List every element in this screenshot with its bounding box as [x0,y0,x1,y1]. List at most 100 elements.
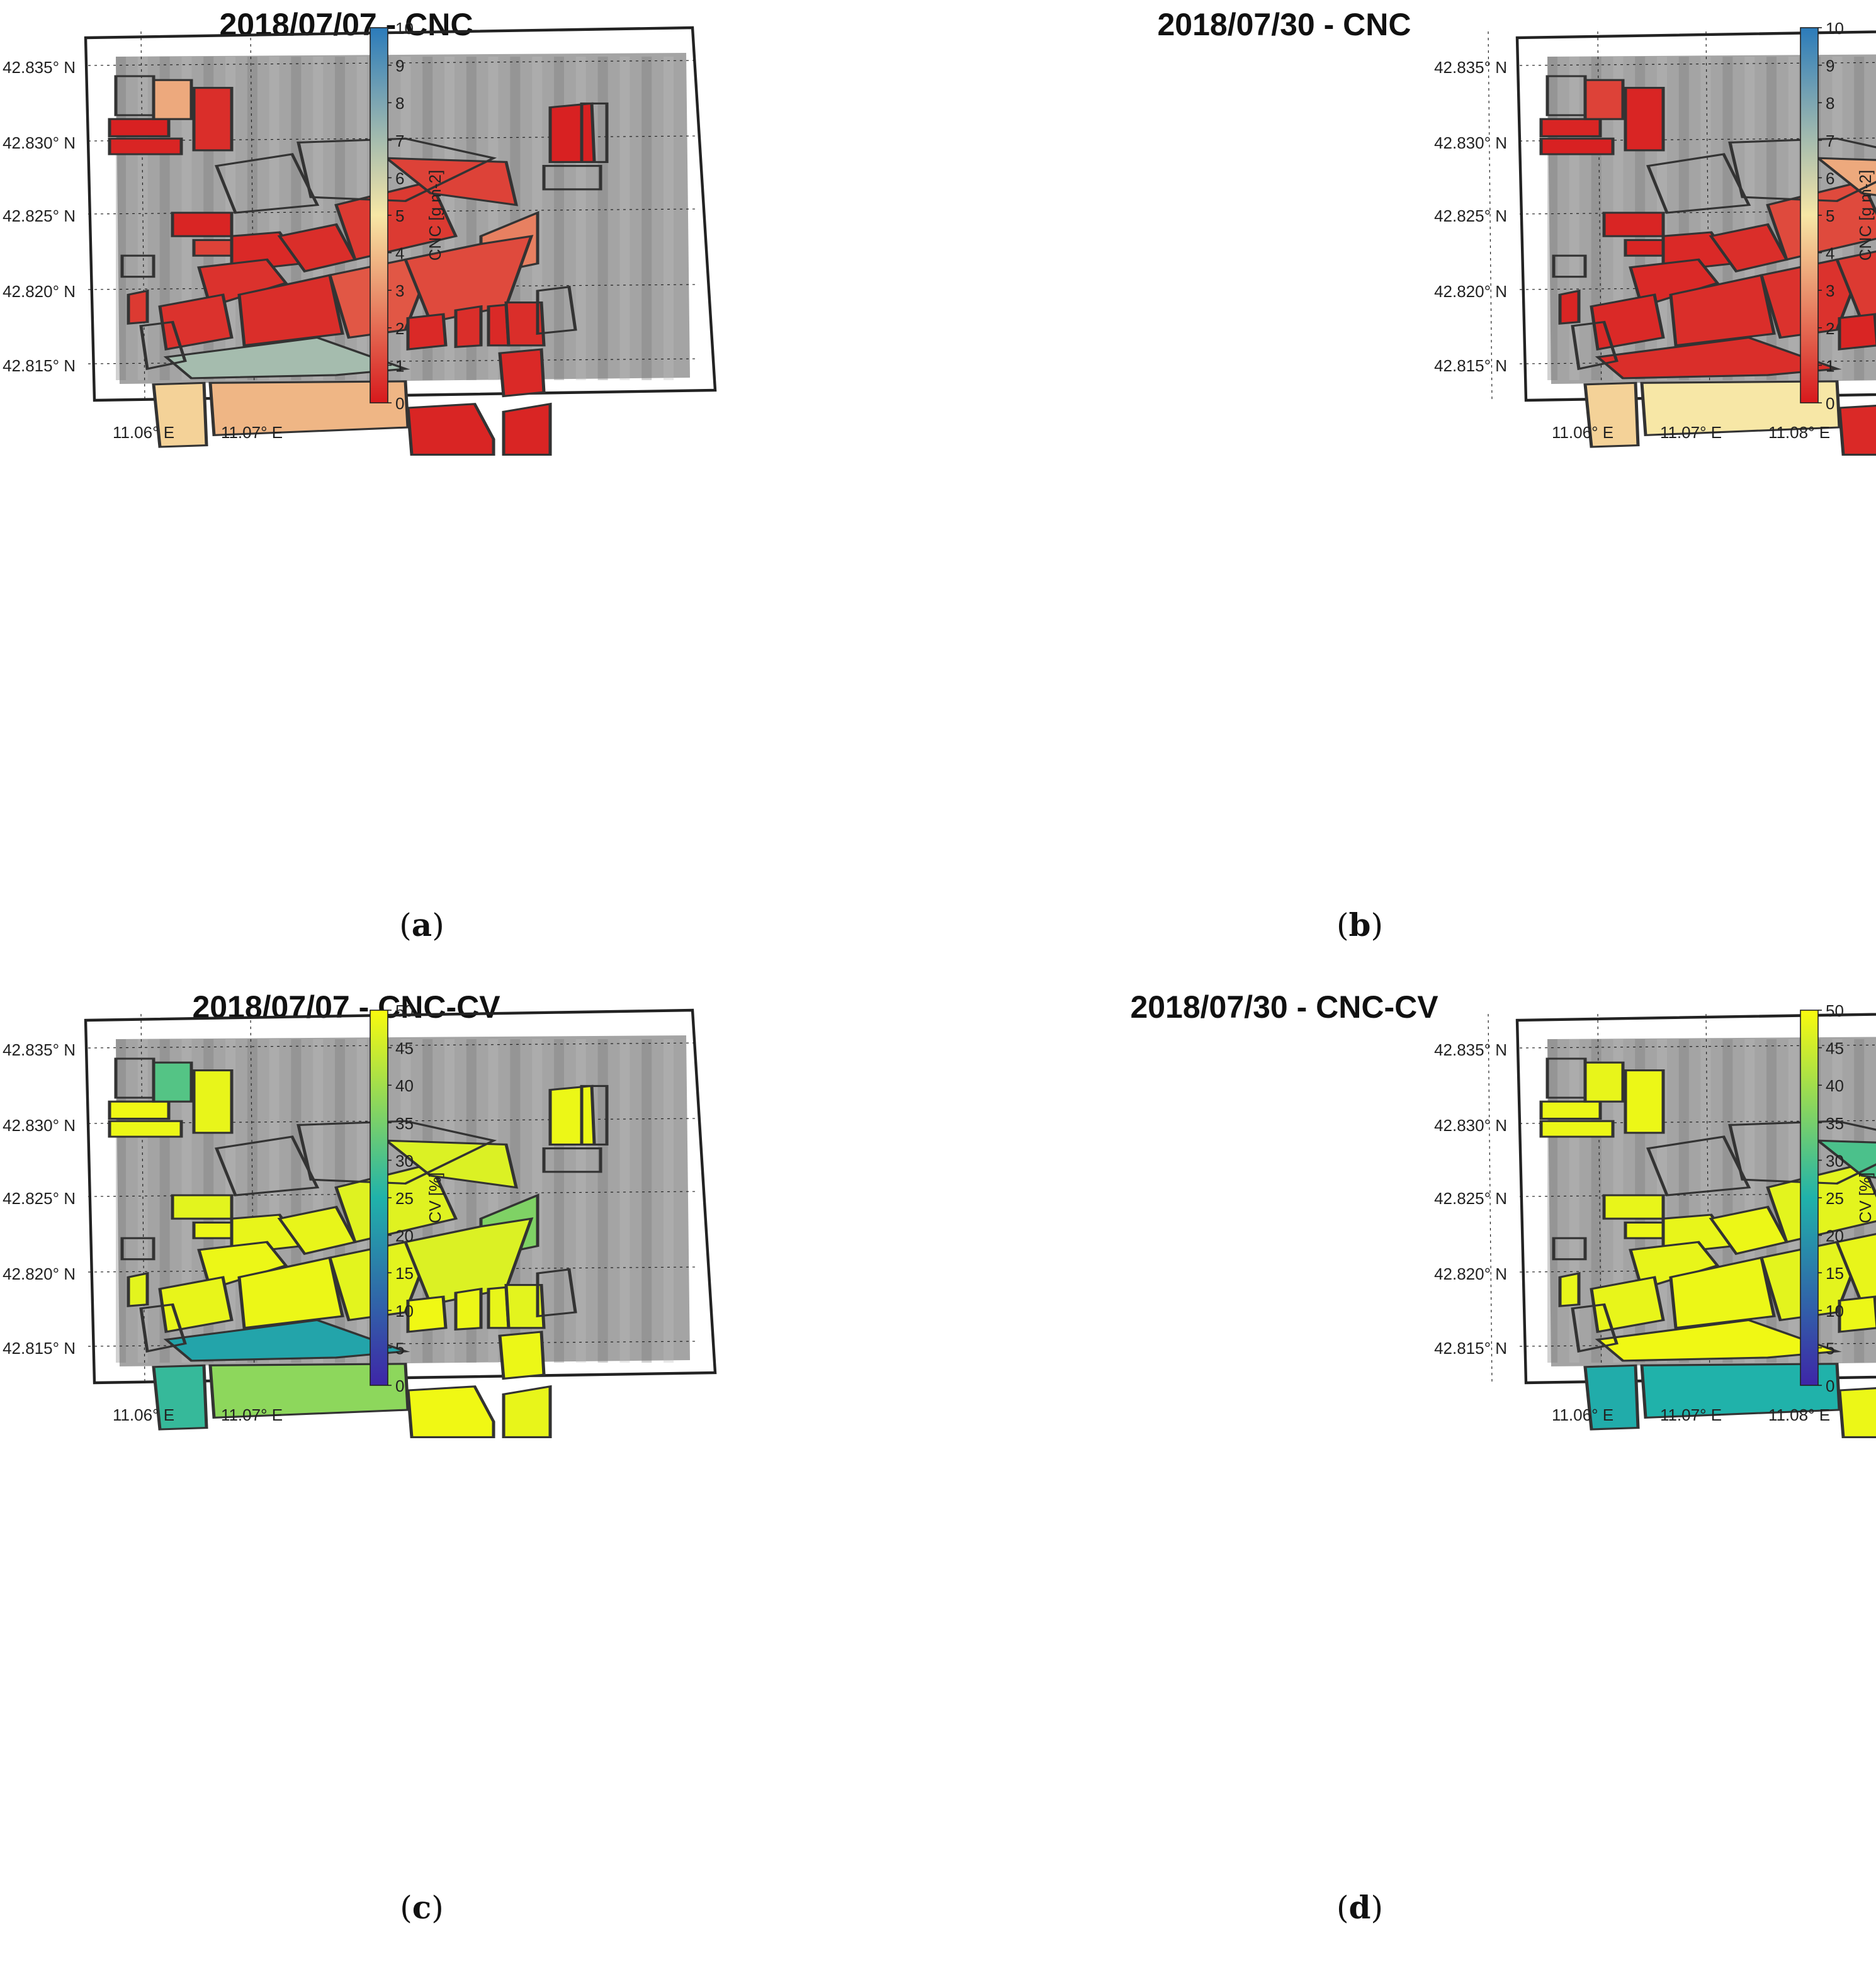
field-outline [214,1135,320,1196]
colorbar-tick-label: 10 [395,1302,414,1320]
field-outline [1571,1303,1619,1353]
field-parcel [152,79,193,120]
colorbar [1800,1010,1819,1386]
latitude-gridline [1519,62,1876,66]
longitude-label: 11.07° E [221,423,283,442]
colorbar-tick-label: 50 [395,1001,414,1020]
colorbar-tick-label: 10 [1826,1302,1844,1320]
longitude-label: 11.08° E [1768,1405,1830,1424]
latitude-label: 42.835° N [3,58,76,77]
field-parcel [171,211,234,237]
field-parcel [504,1284,546,1329]
field-outline [114,75,155,116]
field-parcel [108,137,183,155]
field-outline [139,1303,187,1353]
field-outline [580,102,609,163]
colorbar-tick-label: 6 [1826,169,1834,188]
colorbar-tick-label: 45 [395,1039,414,1058]
colorbar-label: CNC [g m-2] [426,170,444,261]
field-parcel [152,381,208,448]
colorbar-tick-label: 9 [395,57,404,76]
field-parcel [498,1331,546,1380]
colorbar-tick-label: 20 [395,1227,414,1246]
field-outline [580,1084,609,1146]
latitude-gridline [88,1266,699,1273]
latitude-gridline [88,1118,699,1124]
colorbar-label: CV [%] [426,1173,444,1224]
field-parcel [498,348,546,398]
field-outline [1552,254,1587,278]
colorbar-tick-label: 3 [395,281,404,300]
panel-caption: (b) [1336,906,1383,943]
field-parcel [1583,381,1640,448]
latitude-label: 42.830° N [1434,1116,1507,1135]
colorbar-tick-label: 8 [395,94,404,113]
field-parcel [334,1163,458,1244]
imagery-texture [664,1039,674,1363]
map-frame [1515,1013,1876,1385]
colorbar-tick-label: 50 [1826,1001,1844,1020]
imagery-texture [619,1039,630,1363]
field-parcel [108,118,171,138]
field-parcel [1814,1139,1876,1179]
latitude-gridline [1519,286,1876,290]
panel-caption: (d) [1336,1889,1383,1926]
map-svg: 42.835° N 42.830° N 42.825° N 42.820° N 42.8… [1434,19,1876,456]
field-parcel [334,180,458,261]
field-parcel [1602,1194,1665,1220]
colorbar-tick-label: 35 [1826,1114,1844,1133]
field-parcel [1539,118,1602,138]
imagery-texture [159,57,170,380]
colorbar-tick-label: 0 [1826,394,1834,413]
imagery-texture [1591,1039,1602,1363]
map-group: 42.835° N 42.830° N 42.825° N 42.820° N 42.8… [3,1008,717,1438]
panel-a: 2018/07/07 - CNC 42.835° N 42.830° N 42.825… [0,0,938,982]
colorbar-tick-label: 2 [395,319,404,338]
fields-layer [1539,75,1876,456]
imagery-texture [1591,57,1602,380]
latitude-gridline [88,135,699,142]
colorbar-tick-label: 6 [395,169,404,188]
field-parcel [1539,1100,1602,1120]
map-svg: 42.835° N 42.830° N 42.825° N 42.820° N 42.8… [3,19,717,456]
colorbar-tick-label: 30 [1826,1151,1844,1170]
colorbar [370,1010,388,1386]
latitude-label: 42.820° N [1434,1264,1507,1283]
latitude-label: 42.820° N [1434,282,1507,301]
panel-title: 2018/07/30 - CNC-CV [1130,989,1438,1025]
field-outline [120,1237,155,1261]
field-outline [1646,153,1751,214]
colorbar-tick-label: 7 [395,132,404,150]
colorbar-tick-label: 0 [1826,1377,1834,1395]
colorbar [1800,27,1819,403]
field-parcel [406,403,495,456]
field-outline [542,165,602,191]
latitude-label: 42.835° N [1434,1040,1507,1059]
latitude-gridline [88,284,699,290]
field-outline [139,320,187,371]
map-svg: 42.835° N 42.830° N 42.825° N 42.820° N 42.8… [1434,1001,1876,1438]
colorbar-label: CNC [g m-2] [1856,170,1875,261]
colorbar-tick-label: 9 [1826,57,1834,76]
imagery-texture [116,57,126,380]
field-parcel [1624,87,1665,152]
field-parcel [192,239,234,257]
colorbar-tick-label: 45 [1826,1039,1844,1058]
field-parcel [406,1295,448,1333]
field-parcel [1624,1069,1665,1134]
field-parcel [192,87,234,152]
field-parcel [502,402,552,456]
field-parcel [237,1256,344,1329]
colorbar-tick-label: 25 [1826,1189,1844,1208]
colorbar-tick-label: 5 [1826,1339,1834,1358]
colorbar-tick-label: 20 [1826,1227,1844,1246]
field-parcel [383,1139,518,1189]
colorbar-tick-label: 2 [1826,319,1834,338]
field-parcel [406,1385,495,1438]
field-outline [1646,1135,1751,1196]
map-frame [84,1008,717,1385]
field-parcel [1766,1163,1876,1244]
field-parcel [1558,1271,1581,1307]
field-outline [120,254,155,278]
field-outline [542,1147,602,1173]
